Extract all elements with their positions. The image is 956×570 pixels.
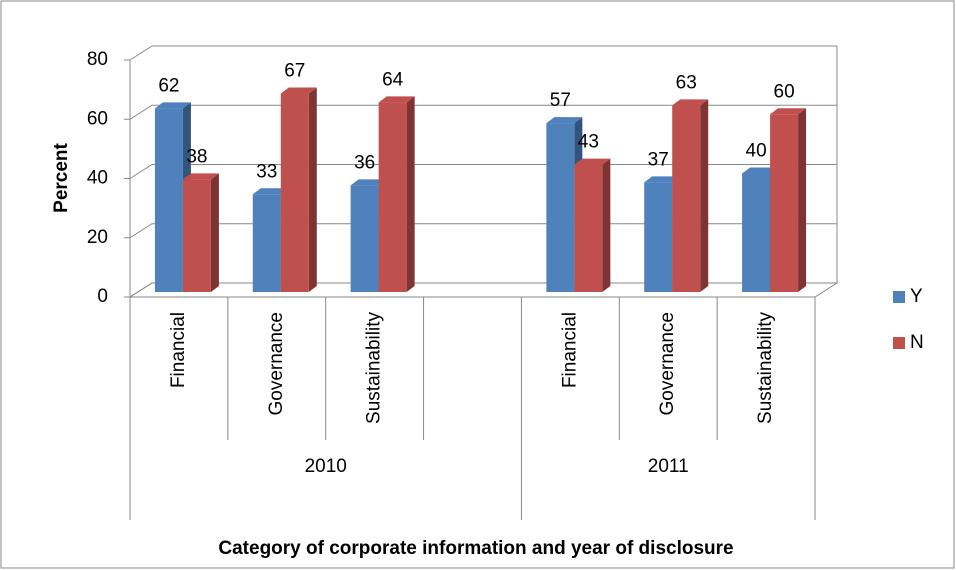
bar-face xyxy=(406,96,415,293)
bar-face xyxy=(602,158,611,292)
data-label: 57 xyxy=(550,90,571,111)
data-label: 40 xyxy=(746,141,767,162)
legend-label: N xyxy=(910,332,924,353)
bar-face xyxy=(770,114,799,292)
bar-face xyxy=(280,87,317,94)
legend-swatch xyxy=(893,291,905,303)
x-tick-label: Governance xyxy=(266,312,287,416)
bar xyxy=(378,96,415,293)
x-tick-label: Financial xyxy=(168,312,189,388)
data-label: 62 xyxy=(158,75,179,96)
data-label: 60 xyxy=(774,81,795,102)
bar-face xyxy=(280,93,309,292)
bar-face xyxy=(546,123,575,292)
bar-face xyxy=(644,182,673,292)
x-tick-label: Governance xyxy=(657,312,678,416)
bar-face xyxy=(546,117,583,124)
legend-swatch xyxy=(893,337,905,349)
data-label: 37 xyxy=(648,149,669,170)
legend-label: Y xyxy=(910,286,923,307)
bar-face xyxy=(210,173,219,292)
y-tick-label: 0 xyxy=(97,286,108,307)
data-label: 38 xyxy=(186,146,207,167)
bar-face xyxy=(742,167,779,174)
bar-face xyxy=(672,99,709,106)
data-label: 43 xyxy=(578,132,599,153)
bar-face xyxy=(154,102,191,109)
bar-face xyxy=(574,164,603,292)
x-axis-label: Category of corporate information and ye… xyxy=(218,538,733,559)
bar-face xyxy=(252,188,289,195)
group-label: 2011 xyxy=(648,456,689,477)
bar xyxy=(574,158,611,292)
y-tick-label: 20 xyxy=(87,227,108,248)
bar-face xyxy=(742,173,771,292)
data-label: 36 xyxy=(354,152,375,173)
y-tick-label: 60 xyxy=(87,108,108,129)
bar-face xyxy=(182,173,219,180)
bar-face xyxy=(644,176,681,183)
grid-line xyxy=(129,45,837,61)
bar-face xyxy=(770,108,807,115)
bar xyxy=(672,99,709,292)
y-tick-label: 80 xyxy=(87,49,108,70)
bar-face xyxy=(350,185,379,292)
y-tick-label: 40 xyxy=(87,168,108,189)
bar-face xyxy=(182,179,211,292)
data-label: 63 xyxy=(676,72,697,93)
bar-face xyxy=(308,87,317,292)
bar xyxy=(280,87,317,292)
x-tick-label: Financial xyxy=(559,312,580,388)
data-label: 33 xyxy=(256,161,277,182)
data-label: 67 xyxy=(284,61,305,82)
group-label: 2010 xyxy=(305,456,347,477)
x-tick-label: Sustainability xyxy=(755,312,776,424)
bar-face xyxy=(252,194,281,292)
bar xyxy=(770,108,807,292)
data-label: 64 xyxy=(382,69,404,90)
x-tick-label: Sustainability xyxy=(364,312,385,424)
bar-face xyxy=(574,158,611,165)
bar-face xyxy=(378,96,415,103)
grid-line xyxy=(129,104,837,120)
bar-face xyxy=(672,105,701,292)
bar-face xyxy=(154,108,183,292)
bar-face xyxy=(350,179,387,186)
bar xyxy=(182,173,219,292)
floor xyxy=(128,282,839,298)
y-axis-label: Percent xyxy=(51,142,72,212)
bar-face xyxy=(378,102,407,293)
bar-face xyxy=(798,108,807,292)
bar-face xyxy=(700,99,709,292)
